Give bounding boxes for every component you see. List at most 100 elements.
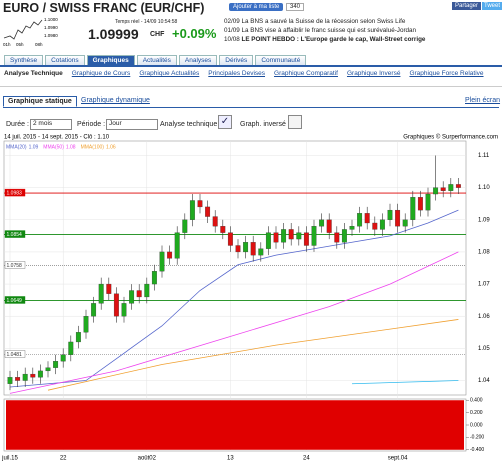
- x-tick-label: 24: [303, 456, 310, 462]
- moving-average: [351, 380, 459, 385]
- news-item[interactable]: 02/09 La BNS a sauvé la Suisse de la réc…: [224, 17, 425, 26]
- candle-body: [189, 200, 195, 220]
- candle-body: [22, 373, 28, 381]
- candle-body: [433, 187, 439, 195]
- chart-credit: Graphiques © Surperformance.com: [403, 134, 498, 141]
- subnav-link[interactable]: Graphique Comparatif: [274, 70, 338, 77]
- y-tick-label: 1.08: [478, 250, 490, 256]
- candle-body: [402, 219, 408, 227]
- tweet-button[interactable]: Tweet: [482, 2, 502, 10]
- tab[interactable]: Dérivés: [219, 55, 254, 65]
- x-tick-label: juil.15: [1, 456, 18, 462]
- candle-body: [281, 229, 287, 243]
- level-tag-bg: [4, 296, 26, 304]
- fullscreen-link[interactable]: Plein écran: [465, 97, 501, 104]
- inverted-checkbox[interactable]: [288, 115, 302, 129]
- candle-body: [265, 232, 271, 249]
- candle-body: [205, 206, 211, 217]
- y-tick-label: 1.05: [478, 346, 490, 352]
- candle-body: [159, 251, 165, 272]
- level-tag-bg: [4, 261, 26, 269]
- subnav-link[interactable]: Graphique Actualités: [139, 70, 200, 77]
- x-tick-label: 22: [60, 456, 67, 462]
- level-tag-bg: [4, 230, 26, 238]
- candle-body: [319, 219, 325, 227]
- candle-body: [45, 367, 51, 372]
- subnav-link[interactable]: Graphique Force Relative: [409, 70, 484, 77]
- candle-body: [288, 229, 294, 240]
- subnav-link[interactable]: Principales Devises: [208, 70, 266, 77]
- candle-body: [75, 332, 81, 343]
- news-item[interactable]: 10/08 LE POINT HEBDO : L'Europe garde le…: [224, 35, 425, 44]
- subnav-link[interactable]: Graphique de Cours: [71, 70, 131, 77]
- mini-y-label: 1.1000: [44, 17, 58, 22]
- price: 1.09999: [88, 26, 139, 42]
- tab[interactable]: Communauté: [255, 55, 307, 65]
- view-tab[interactable]: Graphique dynamique: [81, 97, 150, 104]
- x-tick-label: août02: [138, 456, 157, 462]
- tab[interactable]: Analyses: [178, 55, 218, 65]
- level-label: 1.0983: [7, 190, 23, 196]
- mini-y-label: 1.0980: [44, 33, 58, 38]
- candle-body: [334, 232, 340, 243]
- candle-body: [417, 197, 423, 211]
- legend-name: MMA(100): [81, 144, 105, 150]
- moving-average: [9, 251, 459, 394]
- oscillator-area: [6, 400, 464, 450]
- candle-body: [151, 271, 157, 285]
- news-text: La BNS a sauvé la Suisse de la récession…: [241, 18, 406, 25]
- y-tick-label: 1.11: [478, 153, 490, 159]
- y-tick-label: 1.10: [478, 185, 490, 191]
- x-tick-label: sept.04: [388, 456, 408, 462]
- candle-body: [129, 290, 135, 304]
- level-label: 1.0854: [7, 232, 23, 238]
- lower-tick-label: -0.400: [470, 447, 484, 453]
- candle-body: [372, 222, 378, 230]
- tab[interactable]: Actualités: [136, 55, 177, 65]
- candle-body: [326, 219, 332, 233]
- candle-body: [106, 283, 112, 294]
- technical-checkbox[interactable]: ✓: [218, 115, 232, 129]
- news-date: 01/09: [224, 27, 240, 34]
- candle-body: [341, 229, 347, 243]
- candle-body: [15, 377, 21, 381]
- share-button[interactable]: Partager: [452, 2, 482, 10]
- view-tab[interactable]: Graphique statique: [3, 96, 77, 107]
- subnav-link[interactable]: Analyse Technique: [4, 70, 63, 77]
- tab[interactable]: Synthèse: [4, 55, 44, 65]
- currency: CHF: [150, 31, 165, 38]
- duration-select[interactable]: 2 mois: [30, 119, 72, 130]
- level-tag-bg: [4, 188, 26, 197]
- candle-body: [303, 232, 309, 246]
- legend-value: 1.08: [66, 144, 76, 150]
- add-button[interactable]: Ajouter à ma liste: [229, 3, 284, 11]
- mini-x-label: 01h: [3, 42, 11, 47]
- news: 02/09 La BNS a sauvé la Suisse de la réc…: [224, 17, 425, 44]
- mini-chart: 1.1000 1.0990 1.0980 01h 05h 08h: [3, 17, 58, 47]
- tab[interactable]: Graphiques: [86, 55, 135, 65]
- lower-tick-label: 0.400: [470, 398, 483, 404]
- tab[interactable]: Cotations: [45, 55, 85, 65]
- chart: 14 juil. 2015 - 14 sept. 2015 - Clô : 1.…: [1, 134, 498, 462]
- tab-bar: Synthèse Cotations Graphiques Actualités Ana…: [0, 55, 502, 67]
- chart-subtitle: 14 juil. 2015 - 14 sept. 2015 - Clô : 1.…: [4, 135, 110, 141]
- lower-tick-label: 0.000: [470, 422, 483, 428]
- candle-body: [440, 187, 446, 191]
- candle-body: [357, 213, 363, 227]
- news-item[interactable]: 01/09 La BNS vise à affaiblir le franc s…: [224, 26, 425, 35]
- candle-body: [395, 209, 401, 227]
- view-tab-bar: Graphique statique Graphique dynamique P…: [3, 96, 501, 108]
- candle-body: [7, 377, 13, 384]
- candle-body: [273, 232, 279, 243]
- level-label: 1.0649: [7, 298, 23, 304]
- candle-body: [68, 341, 74, 355]
- period-select[interactable]: Jour: [106, 119, 158, 130]
- x-tick-label: 13: [227, 456, 234, 462]
- candle-body: [53, 361, 59, 368]
- subnav-link[interactable]: Graphique Inversé: [346, 70, 401, 77]
- candle-body: [425, 193, 431, 211]
- plot-frame: [3, 140, 467, 396]
- level-label: 1.0758: [7, 263, 23, 269]
- duration-label: Durée :: [6, 121, 29, 128]
- candle-body: [258, 248, 264, 256]
